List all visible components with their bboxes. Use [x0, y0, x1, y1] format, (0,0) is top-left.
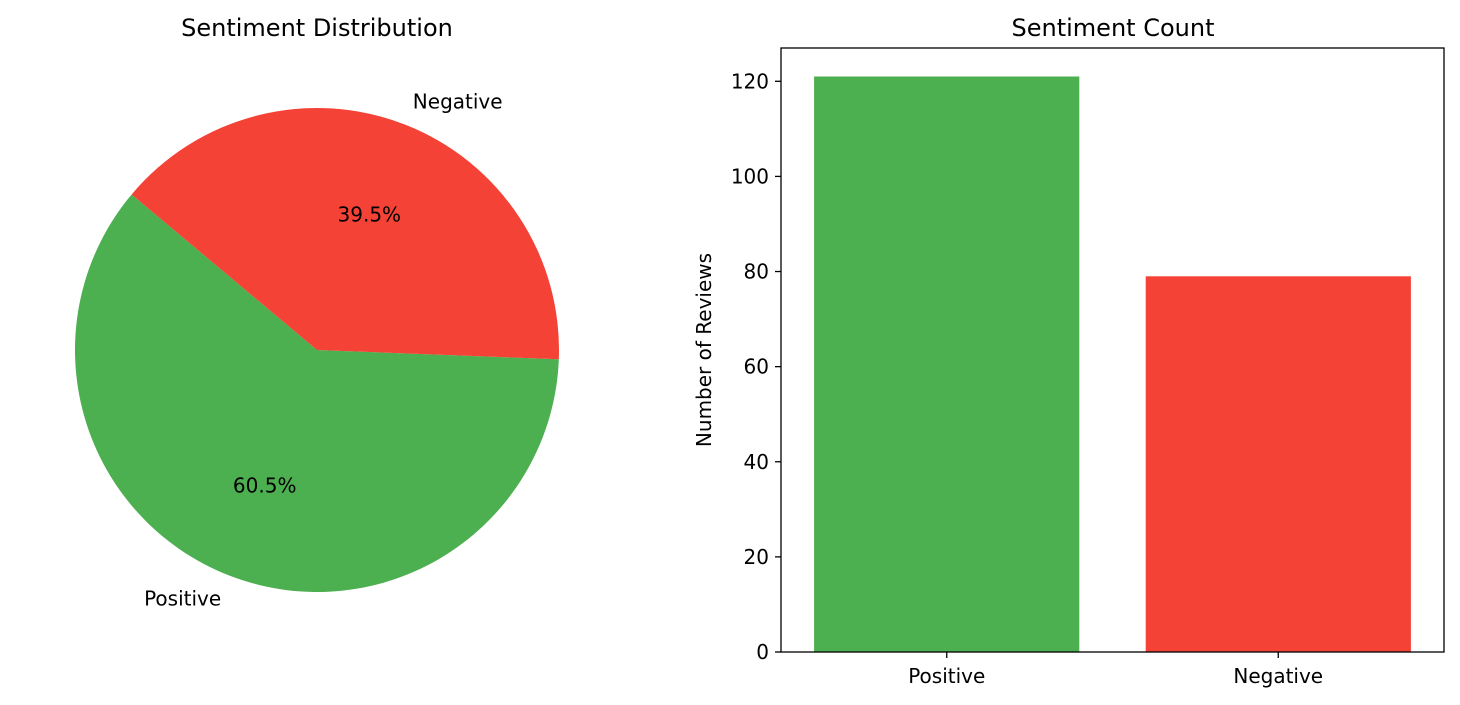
x-tick-label-negative: Negative [1233, 664, 1323, 688]
bar-chart-panel: Sentiment Count 0 20 40 60 80 100 120 Positive… [692, 14, 1445, 688]
pie-slice-negative [131, 108, 559, 360]
pie-labels: 60.5% Positive 39.5% Negative [144, 90, 502, 611]
y-tick-label-40: 40 [744, 450, 769, 474]
pie-category-label-positive: Positive [144, 586, 221, 610]
bar-negative [1145, 276, 1411, 652]
y-tick-label-20: 20 [744, 545, 769, 569]
y-tick-label-100: 100 [731, 164, 769, 188]
bar-chart-y-ticks: 0 20 40 60 80 100 120 [731, 69, 781, 664]
bar-chart-x-ticks: Positive Negative [908, 652, 1323, 688]
pie-category-label-negative: Negative [413, 90, 503, 114]
pie-chart-title: Sentiment Distribution [181, 14, 453, 42]
y-tick-label-0: 0 [756, 640, 769, 664]
pie-slice-positive [74, 194, 559, 593]
bar-chart-y-axis-label: Number of Reviews [692, 253, 716, 447]
pie-percent-label-negative: 39.5% [338, 203, 402, 227]
x-tick-label-positive: Positive [908, 664, 985, 688]
y-tick-label-120: 120 [731, 69, 769, 93]
y-tick-label-60: 60 [744, 355, 769, 379]
bar-chart-bars [814, 76, 1411, 652]
bar-positive [814, 76, 1080, 652]
y-tick-label-80: 80 [744, 260, 769, 284]
pie-percent-label-positive: 60.5% [233, 474, 297, 498]
pie-slices [74, 108, 559, 593]
pie-chart-panel: Sentiment Distribution 60.5% Positive 39.5… [74, 14, 559, 611]
bar-chart-axes-frame [780, 47, 1445, 653]
bar-chart-title: Sentiment Count [1012, 14, 1215, 42]
